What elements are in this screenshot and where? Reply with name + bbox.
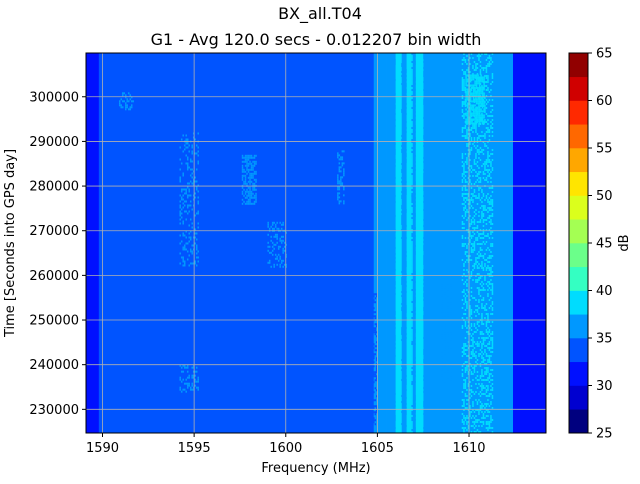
chart-title: BX_all.T04: [278, 4, 362, 24]
colorbar-tick-label: 35: [596, 332, 613, 347]
x-axis-label: Frequency (MHz): [261, 461, 370, 476]
colorbar-segment: [569, 409, 588, 434]
y-axis: 230000 240000 250000 260000 270000 280000 2900…: [29, 90, 86, 418]
y-tick-label: 290000: [29, 135, 79, 150]
colorbar-segment: [569, 195, 588, 220]
x-tick-label: 1590: [86, 441, 119, 456]
y-tick-label: 250000: [29, 314, 79, 329]
x-tick-label: 1605: [361, 441, 394, 456]
frequency-band: [386, 53, 397, 433]
signal-feature: [461, 53, 494, 433]
x-tick-label: 1610: [452, 441, 485, 456]
colorbar-tick-label: 65: [596, 47, 613, 62]
colorbar-segment: [569, 243, 588, 268]
colorbar-segment: [569, 148, 588, 173]
heatmap-area: [86, 53, 546, 433]
signal-feature: [395, 53, 402, 433]
colorbar-segment: [569, 385, 588, 410]
colorbar-segment: [569, 171, 588, 196]
colorbar-segment: [569, 219, 588, 244]
colorbar-tick-label: 60: [596, 94, 613, 109]
signal-feature: [337, 150, 345, 205]
signal-feature: [118, 92, 134, 111]
colorbar-tick-label: 45: [596, 237, 613, 252]
colorbar-segment: [569, 361, 588, 386]
colorbar-frame: [568, 52, 589, 434]
frequency-band: [86, 53, 100, 433]
colorbar-segment: [569, 124, 588, 149]
frequency-band: [423, 53, 433, 433]
y-tick-label: 280000: [29, 180, 79, 195]
colorbar-segment: [569, 266, 588, 291]
signal-feature: [179, 132, 199, 267]
signal-feature: [179, 364, 199, 393]
colorbar-tick-label: 40: [596, 284, 613, 299]
colorbar: [569, 53, 588, 434]
colorbar-segment: [569, 338, 588, 363]
signal-feature: [406, 53, 413, 433]
frequency-band: [98, 53, 375, 433]
colorbar-segment: [569, 314, 588, 339]
plot-frame: [85, 52, 547, 434]
colorbar-tick-label: 50: [596, 189, 613, 204]
signal-feature: [370, 293, 378, 428]
signal-feature: [465, 74, 485, 125]
colorbar-segment: [569, 76, 588, 101]
colorbar-tick-label: 30: [596, 379, 613, 394]
grid-lines: [86, 53, 546, 433]
y-tick-label: 260000: [29, 269, 79, 284]
frequency-band: [411, 53, 417, 433]
colorbar-ticks: 25 30 35 40 45 50 55 60 65: [588, 47, 613, 442]
signal-feature: [241, 154, 257, 205]
chart-subtitle: G1 - Avg 120.0 secs - 0.012207 bin width: [151, 30, 482, 49]
y-tick-label: 300000: [29, 90, 79, 105]
y-tick-label: 240000: [29, 358, 79, 373]
y-tick-label: 230000: [29, 403, 79, 418]
x-tick-label: 1600: [269, 441, 302, 456]
frequency-band: [401, 53, 408, 433]
colorbar-segment: [569, 53, 588, 78]
colorbar-segment: [569, 100, 588, 125]
x-axis: 1590 1595 1600 1605 1610: [86, 433, 486, 456]
colorbar-segment: [569, 290, 588, 315]
colorbar-label: dB: [617, 234, 632, 251]
colorbar-tick-label: 25: [596, 427, 613, 442]
x-tick-label: 1595: [178, 441, 211, 456]
signal-feature: [439, 284, 452, 385]
y-axis-label: Time [Seconds into GPS day]: [3, 149, 18, 338]
signal-feature: [267, 221, 287, 268]
colorbar-tick-label: 55: [596, 142, 613, 157]
frequency-band: [513, 53, 546, 433]
y-tick-label: 270000: [29, 224, 79, 239]
signal-feature: [415, 53, 424, 433]
